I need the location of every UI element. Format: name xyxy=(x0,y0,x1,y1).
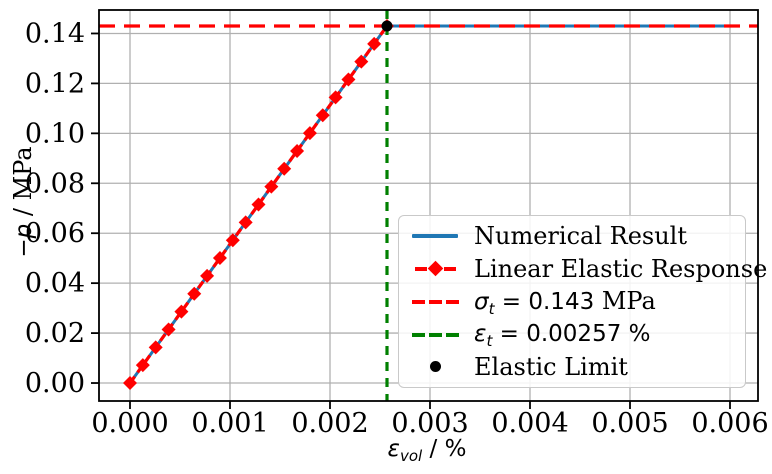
dash-sm-glyph xyxy=(428,332,442,337)
y-axis-label: −p / MPa xyxy=(9,102,37,302)
diamond-marker xyxy=(302,126,317,141)
x-tick-label: 0.006 xyxy=(691,408,768,439)
label-part: = 0.00257 % xyxy=(492,321,651,348)
label-part: t xyxy=(488,300,495,319)
dash-sm-glyph xyxy=(445,332,459,337)
label-part: / % xyxy=(422,436,467,462)
diamond-marker xyxy=(200,268,215,283)
legend-swatch-dashes xyxy=(409,332,461,337)
diamond-marker xyxy=(290,143,305,158)
legend-swatch-dot xyxy=(409,361,461,373)
legend-label: Linear Elastic Response xyxy=(474,257,767,281)
legend-label: σt = 0.143 MPa xyxy=(474,287,656,317)
dot-glyph xyxy=(429,361,441,373)
label-part: vol xyxy=(399,447,423,465)
legend: Numerical Result Linear Elastic Response σ… xyxy=(398,215,767,388)
legend-swatch-dashes xyxy=(409,299,461,304)
y-tick-label: 0.10 xyxy=(25,118,85,149)
legend-label: εt = 0.00257 % xyxy=(474,321,651,349)
y-tick-label: 0.02 xyxy=(25,318,85,349)
dash-glyph xyxy=(414,266,427,271)
label-part: ε xyxy=(387,436,400,462)
label-part: Numerical Result xyxy=(474,222,687,251)
label-part: t xyxy=(486,332,493,351)
x-tick-label: 0.004 xyxy=(491,408,568,439)
diamond-marker xyxy=(174,304,189,319)
diamond-marker xyxy=(251,197,266,212)
dash-sm-glyph xyxy=(411,299,425,304)
label-part: = 0.143 xyxy=(494,289,595,316)
diamond-marker xyxy=(225,233,240,248)
elastic-limit-point xyxy=(381,20,393,32)
x-tick-label: 0.000 xyxy=(91,408,168,439)
y-tick-label: 0.14 xyxy=(25,18,85,49)
diamond-marker xyxy=(328,90,343,105)
legend-item-sigma-t: σt = 0.143 MPa xyxy=(405,287,739,317)
legend-swatch-dash-diamond xyxy=(409,261,461,277)
y-tick-label: 0.08 xyxy=(25,168,85,199)
axes-spines xyxy=(98,9,759,402)
label-part: MPa xyxy=(594,287,656,316)
y-tick-label: 0.06 xyxy=(25,218,85,249)
legend-item-linear-elastic-response: Linear Elastic Response xyxy=(405,257,767,281)
diamond-marker xyxy=(367,36,382,51)
diamond-marker xyxy=(123,376,137,391)
x-tick-label: 0.002 xyxy=(291,408,368,439)
label-part: Elastic Limit xyxy=(474,352,628,381)
legend-item-epsilon-t: εt = 0.00257 % xyxy=(405,321,739,349)
y-tick-label: 0.00 xyxy=(25,368,85,399)
line-glyph xyxy=(412,234,458,239)
x-axis-label: εvol / % xyxy=(277,436,577,465)
diamond-marker xyxy=(161,322,176,337)
diamond-marker xyxy=(264,179,279,194)
diamond-glyph xyxy=(427,261,443,277)
diamond-marker xyxy=(135,358,150,373)
diamond-marker xyxy=(277,161,292,176)
series-linear-elastic-line xyxy=(128,25,389,384)
label-part: / MPa xyxy=(9,146,37,224)
x-tick-label: 0.001 xyxy=(191,408,268,439)
legend-swatch-line xyxy=(409,234,461,239)
legend-item-elastic-limit: Elastic Limit xyxy=(405,355,739,379)
dash-sm-glyph xyxy=(411,332,425,337)
dash-sm-glyph xyxy=(428,299,442,304)
diamond-marker xyxy=(238,215,253,230)
x-tick-label: 0.003 xyxy=(391,408,468,439)
dash-glyph xyxy=(443,266,456,271)
label-part: σ xyxy=(474,289,489,316)
diamond-marker xyxy=(341,72,356,87)
dash-sm-glyph xyxy=(445,299,459,304)
diamond-marker xyxy=(315,108,330,123)
label-part: −p xyxy=(11,223,37,258)
label-part: ε xyxy=(474,321,487,348)
x-tick-label: 0.005 xyxy=(591,408,668,439)
legend-label: Numerical Result xyxy=(474,224,687,248)
axis-ticks: 0.000 0.001 0.002 0.003 0.004 0.005 0.006 0.00 0… xyxy=(25,18,769,439)
diamond-marker xyxy=(187,286,202,301)
diamond-marker xyxy=(212,251,227,266)
y-tick-label: 0.12 xyxy=(25,68,85,99)
legend-label: Elastic Limit xyxy=(474,355,628,379)
y-tick-label: 0.04 xyxy=(25,268,85,299)
diamond-marker xyxy=(354,54,369,69)
label-part: Linear Elastic Response xyxy=(474,254,768,283)
legend-item-numerical-result: Numerical Result xyxy=(405,224,739,248)
diamond-marker xyxy=(148,340,163,355)
